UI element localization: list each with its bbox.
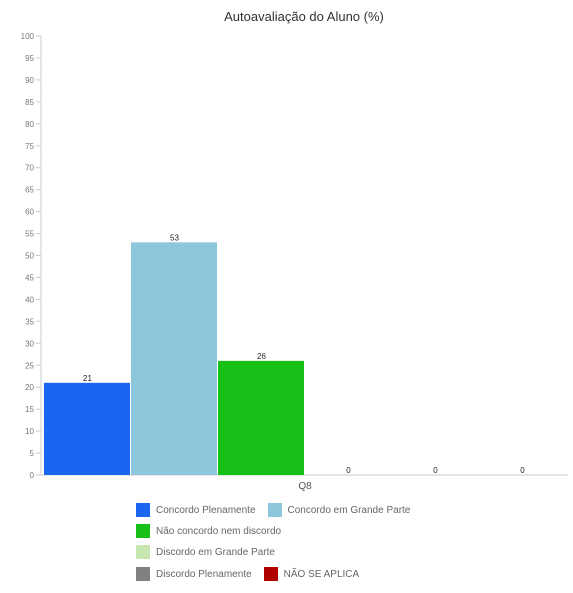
y-tick-label-15: 15 (25, 405, 34, 414)
y-tick-label-0: 0 (30, 471, 35, 480)
data-label-nao-se-aplica: 0 (520, 466, 525, 475)
bar-nao-concordo-nem-discordo[interactable] (218, 360, 304, 475)
legend-item-nao-concordo-nem-discordo[interactable]: Não concordo nem discordo (136, 524, 281, 538)
legend-item-concordo-em-grande-parte[interactable]: Concordo em Grande Parte (267, 503, 411, 517)
legend-item-discordo-em-grande-parte[interactable]: Discordo em Grande Parte (136, 545, 275, 559)
y-tick-label-85: 85 (25, 98, 34, 107)
data-label-discordo-plenamente: 0 (433, 466, 438, 475)
legend-row-3: Discordo em Grande Parte (136, 545, 287, 559)
legend-swatch-discordo-em-grande-parte (136, 545, 150, 559)
legend-label-concordo-em-grande-parte: Concordo em Grande Parte (287, 504, 411, 516)
legend-item-discordo-plenamente[interactable]: Discordo Plenamente (136, 567, 252, 581)
legend-label-discordo-plenamente: Discordo Plenamente (156, 568, 252, 580)
y-tick-label-95: 95 (25, 54, 34, 63)
data-label-concordo-em-grande-parte: 53 (170, 233, 179, 242)
y-axis-ticks: 0 5 10 15 20 25 30 35 40 45 50 55 60 65 70 75 80 85 90 95 10… (21, 32, 41, 480)
legend-row-4: Discordo Plenamente NÃO SE APLICA (136, 567, 371, 581)
bar-concordo-em-grande-parte[interactable] (131, 242, 217, 475)
y-tick-label-65: 65 (25, 186, 34, 195)
y-tick-label-10: 10 (25, 427, 34, 436)
chart-title: Autoavaliação do Aluno (%) (224, 9, 384, 24)
y-tick-label-60: 60 (25, 208, 34, 217)
data-label-concordo-plenamente: 21 (83, 374, 92, 383)
legend-label-discordo-em-grande-parte: Discordo em Grande Parte (156, 546, 275, 558)
legend-row-1: Concordo Plenamente Concordo em Grande P… (136, 503, 422, 517)
legend-swatch-nao-se-aplica (263, 567, 278, 581)
legend-label-nao-concordo-nem-discordo: Não concordo nem discordo (156, 525, 282, 537)
legend-swatch-concordo-plenamente (136, 503, 150, 517)
legend-swatch-concordo-em-grande-parte (267, 503, 282, 517)
legend-item-concordo-plenamente[interactable]: Concordo Plenamente (136, 503, 256, 517)
y-tick-label-25: 25 (25, 361, 34, 370)
y-tick-label-20: 20 (25, 383, 34, 392)
y-tick-label-55: 55 (25, 230, 34, 239)
y-tick-label-75: 75 (25, 142, 34, 151)
bar-group (44, 242, 304, 475)
y-tick-label-5: 5 (30, 449, 35, 458)
legend-row-2: Não concordo nem discordo (136, 524, 293, 538)
legend-label-nao-se-aplica: NÃO SE APLICA (283, 568, 360, 580)
y-tick-label-80: 80 (25, 120, 34, 129)
legend-swatch-nao-concordo-nem-discordo (136, 524, 150, 538)
bar-concordo-plenamente[interactable] (44, 382, 130, 475)
y-tick-label-40: 40 (25, 295, 34, 304)
y-tick-label-90: 90 (25, 76, 34, 85)
legend-swatch-discordo-plenamente (136, 567, 150, 581)
y-tick-label-50: 50 (25, 252, 34, 261)
data-label-discordo-em-grande-parte: 0 (346, 466, 351, 475)
data-labels: 21 53 26 0 0 0 (83, 233, 525, 475)
y-tick-label-100: 100 (21, 32, 35, 41)
legend: Concordo Plenamente Concordo em Grande P… (0, 500, 573, 590)
data-label-nao-concordo-nem-discordo: 26 (257, 352, 266, 361)
category-label: Q8 (298, 481, 312, 492)
legend-item-nao-se-aplica[interactable]: NÃO SE APLICA (263, 567, 360, 581)
legend-label-concordo-plenamente: Concordo Plenamente (156, 504, 256, 516)
y-tick-label-30: 30 (25, 339, 34, 348)
y-tick-label-70: 70 (25, 164, 34, 173)
y-tick-label-45: 45 (25, 273, 34, 282)
y-tick-label-35: 35 (25, 317, 34, 326)
